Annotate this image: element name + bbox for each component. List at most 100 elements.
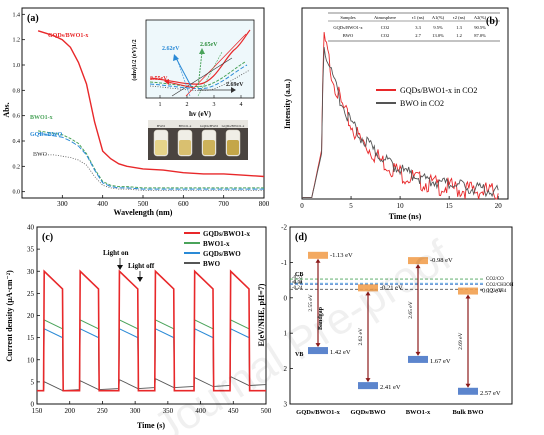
panel-c-xtick-label: 250 [97,407,108,415]
legend-c-label-1: BWO1-x [203,240,230,248]
panel-a-inset: (αhν)1/2 (eV)1/2 hv (eV) 1 2 3 4 2.62eV 2.6… [131,19,255,118]
legend-c-label-2: GQDs/BWO [203,250,241,258]
bandgap-tag: Bandgap [318,306,324,330]
panel-a-xlabel: Wavelength (nm) [114,208,173,217]
panel-c-ylabel: Current density (µA·cm⁻²) [5,270,14,362]
panel-a-series-line [37,30,265,178]
vial-liquid [227,140,239,155]
inset-xtick-label: 1 [159,102,162,108]
panel-d-ytick-label: 2 [284,365,288,373]
panel-c-label: (c) [42,232,53,243]
vb-value-label: 1.42 eV [330,349,351,356]
redox-value: -0.38 [292,281,303,286]
table-header: τ1 (ns) [412,15,425,20]
panel-b-xtick-label: 10 [397,202,405,210]
redox-label: CO2/CH3OH [486,283,514,288]
panel-a-label: (a) [27,13,39,24]
panel-a-xtick-label: 300 [57,200,68,208]
inset-annotation-blue: 2.62eV [162,46,180,52]
bandgap-arrowhead-up [365,291,371,296]
panel-b-ylabel: Intensity (a.u.) [283,79,292,129]
bandgap-arrowhead-down [315,343,321,348]
panel-d-ytick-label: 1 [284,330,288,338]
panel-c-xtick-label: 500 [261,407,272,415]
inset-fit-blue [175,55,191,97]
series-label-bwo1x: BWO1-x [30,115,53,121]
annotation-light-off: Light off [128,262,155,270]
valence-band [358,382,378,390]
panel-a-ytick-label: 0.0 [13,190,21,196]
inset-ylabel: (αhν)1/2 (eV)1/2 [131,39,138,80]
table-cell: 13.0% [432,33,444,38]
inset-annotation-dark: 2.69eV [226,82,244,88]
panel-d-ytick-label: 3 [284,401,288,409]
inset-fit-dark [171,57,233,97]
panel-a-xtick-label: 400 [97,200,108,208]
panel-b-frame [301,7,509,200]
inset-arrowhead-dark [231,87,236,93]
table-cell: 87.0% [474,33,486,38]
redox-value: -0.24 [292,286,303,291]
table-cell: BWO [343,33,354,38]
panel-c-ytick-label: 10 [27,356,35,364]
panel-c-annotations: Light on Light off [103,249,155,282]
panel-b: (b) Intensity (a.u.) Time (ns) 0 5 10 15 20 … [283,7,509,221]
vial-liquid [203,140,215,155]
bandgap-arrowhead-up [315,258,321,263]
panel-a-ytick-label: 1.0 [13,63,21,69]
panel-b-xtick-label: 0 [300,202,304,210]
valence-band [458,387,478,395]
table-cell: CO2 [381,25,390,30]
inset-fit-green [197,51,223,97]
panel-c-xtick-label: 400 [195,407,206,415]
panel-c-ytick-label: 30 [27,268,35,276]
panel-d-ytick-label: -2 [281,224,287,232]
bandgap-arrowhead-down [465,383,471,388]
table-cell: GQDs/BWO1-x [333,25,363,30]
series-label-bwo: BWO [33,152,48,158]
panel-c-ytick-label: 35 [27,246,35,254]
bandgap-value-label: 2.55 eV [308,294,314,311]
vial-liquid [155,140,167,155]
table-header: A1(%) [432,15,445,20]
vial-label: BWO1-x [179,124,192,128]
bandgap-arrowhead-down [365,378,371,383]
bandgap-arrowhead-down [415,351,421,356]
vial-label: GQDs/BWO1-x [222,124,245,128]
panel-a-xtick-label: 600 [178,200,189,208]
cb-tag: CB [295,272,303,278]
inset-arrowhead-green [199,48,205,54]
inset-fit-red [185,33,247,97]
panel-b-decay-line [302,32,499,200]
bandgap-value-label: 2.69 eV [458,332,464,349]
panel-c-xtick-label: 200 [64,407,75,415]
table-header: Atmosphere [374,15,396,20]
table-cell: 2.7 [415,33,421,38]
inset-arrowhead-red [164,79,169,85]
cb-value-label: -0.21 eV [380,284,403,291]
vial-label: GQDs/BWO [200,124,219,128]
panel-c-ytick-label: 0 [31,401,35,409]
panel-a-series-line [38,130,264,189]
redox-value: -0.41 [292,280,303,285]
panel-d-ytick-label: 0 [284,294,288,302]
panel-b-legend: GQDs/BWO1-x in CO2 BWO in CO2 [376,86,477,108]
bandgap-value-label: 2.65 eV [408,301,414,318]
table-cell: 90.5% [474,25,486,30]
series-label-gqds-bwo: GQDs/BWO [30,132,63,138]
inset-xtick-label: 2 [186,102,189,108]
cb-value-label: -0.12 eV [480,288,503,295]
panel-c-xtick-label: 300 [130,407,141,415]
panel-d-ylabel: E(eV/NHE, pH=7) [257,283,266,346]
category-label: GQDs/BWO1-x [296,409,340,416]
cb-value-label: -1.13 eV [330,252,353,259]
panel-b-xtick-label: 15 [446,202,454,210]
inset-curve-green [149,61,246,87]
panel-b-label: (b) [486,16,498,27]
panel-b-xlabel: Time (ns) [389,212,422,221]
valence-band [408,355,428,363]
conduction-band [408,257,428,265]
panel-c-xtick-label: 450 [228,407,239,415]
